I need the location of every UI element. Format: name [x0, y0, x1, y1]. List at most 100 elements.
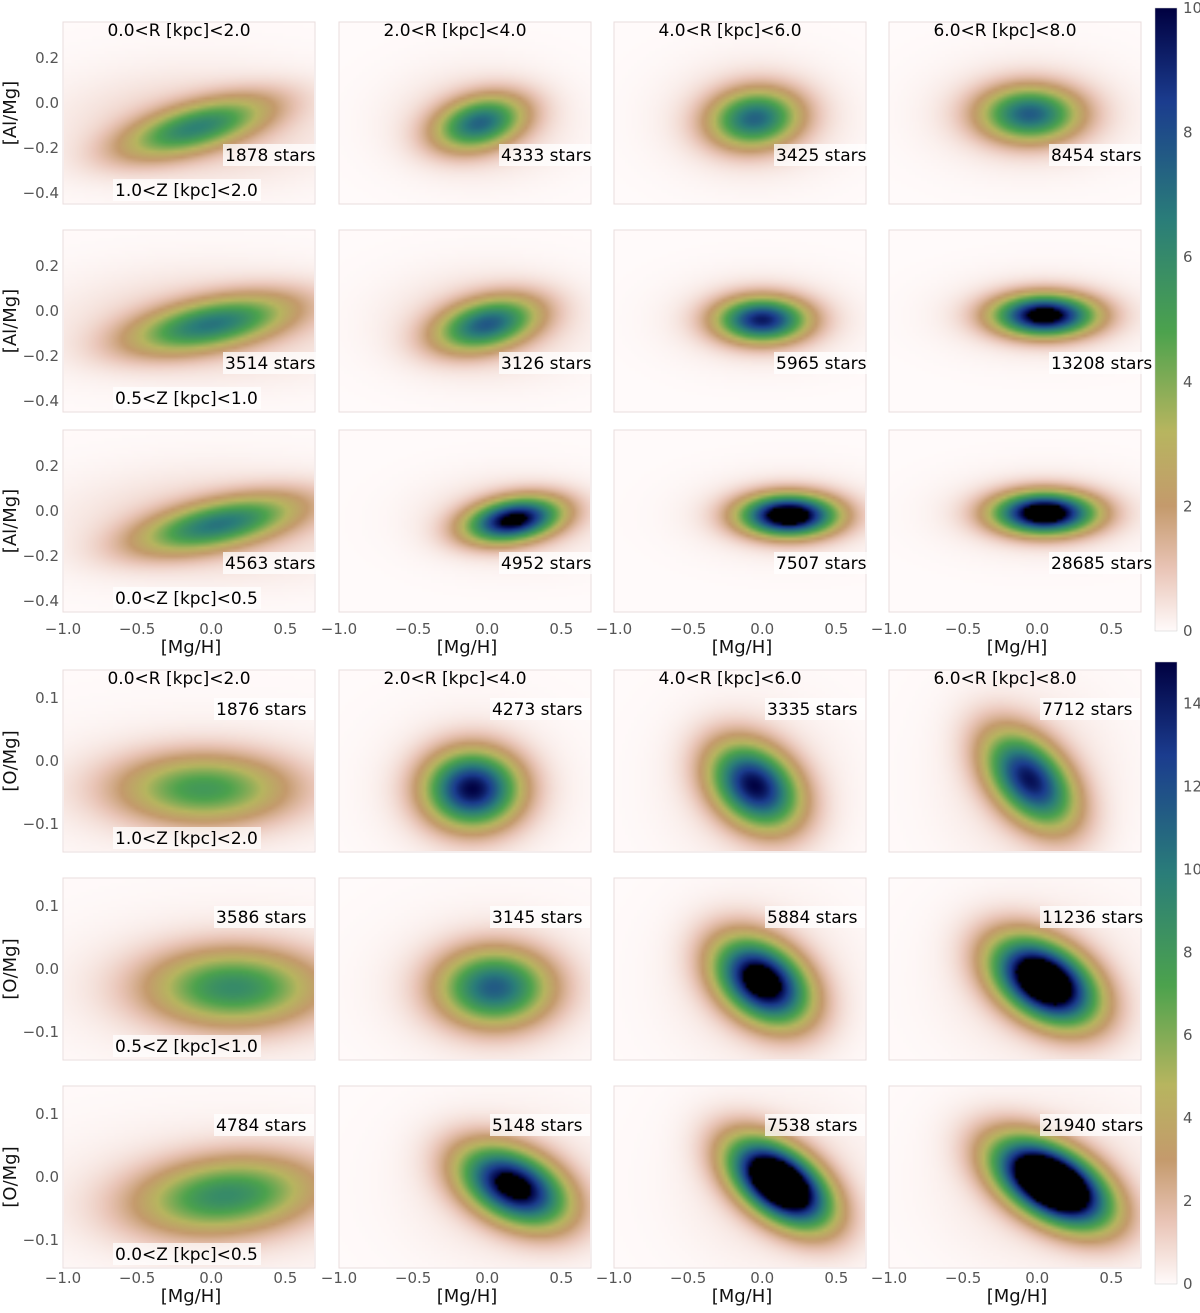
x-tick-label: −0.5 — [119, 620, 155, 638]
x-tick-label: 0.0 — [475, 1269, 499, 1287]
row-label-bg — [113, 1243, 261, 1265]
star-count-bg — [1049, 352, 1159, 374]
x-tick-label: 0.5 — [824, 1269, 848, 1287]
density-map — [615, 23, 865, 203]
row-label-bg — [113, 387, 261, 409]
x-axis-label: [Mg/H] — [437, 1286, 498, 1307]
colorbar-tick-label: 2 — [1183, 497, 1193, 515]
panel-2-1-1: 1876 stars 0.0<R [kpc]<2.0 1.0<Z [kpc]<2.0… — [0, 669, 316, 853]
row-label: 0.0<Z [kpc]<0.5 — [115, 589, 258, 609]
column-label: 4.0<R [kpc]<6.0 — [658, 21, 801, 41]
density-map — [615, 231, 865, 411]
star-count: 1876 stars — [216, 700, 307, 720]
panel-1-3-2: 4952 stars −1.0 −0.5 0.0 0.5 [Mg/H] — [321, 429, 599, 658]
star-count-bg — [1049, 144, 1149, 166]
panel-1-2-1: 3514 stars 0.5<Z [kpc]<1.0 0.2 0.0 −0.2 −0.4 [… — [0, 229, 323, 413]
panel-1-1-1: 1878 stars 0.0<R [kpc]<2.0 1.0<Z [kpc]<2.0… — [0, 21, 323, 205]
column-label: 6.0<R [kpc]<8.0 — [933, 21, 1076, 41]
panel-2-3-3: 7538 stars −1.0 −0.5 0.0 0.5 [Mg/H] — [596, 1085, 867, 1307]
star-count: 11236 stars — [1042, 908, 1143, 928]
colorbar-tick-label: 12 — [1183, 777, 1200, 795]
x-tick-label: −1.0 — [45, 1269, 81, 1287]
colorbar-1: 0 2 4 6 8 10 — [1154, 0, 1200, 640]
colorbar-tick-label: 4 — [1183, 1109, 1193, 1127]
x-tick-label: 0.0 — [750, 620, 774, 638]
panel-1-3-3: 7507 stars −1.0 −0.5 0.0 0.5 [Mg/H] — [596, 429, 874, 658]
x-tick-label: −1.0 — [321, 1269, 357, 1287]
star-count-bg — [499, 352, 599, 374]
y-tick-label: −0.2 — [23, 139, 59, 157]
star-count: 21940 stars — [1042, 1116, 1143, 1136]
panel-2-2-4: 11236 stars — [888, 877, 1150, 1061]
y-tick-label: 0.0 — [35, 302, 59, 320]
x-tick-label: 0.0 — [199, 1269, 223, 1287]
star-count-bg — [223, 352, 323, 374]
column-label: 0.0<R [kpc]<2.0 — [107, 669, 250, 689]
star-count-bg — [499, 144, 599, 166]
star-count-bg — [765, 1114, 865, 1136]
y-tick-label: 0.1 — [35, 1105, 59, 1123]
x-tick-label: 0.0 — [475, 620, 499, 638]
x-tick-label: −1.0 — [596, 1269, 632, 1287]
star-count-bg — [499, 552, 599, 574]
density-map — [890, 231, 1140, 411]
star-count: 4273 stars — [492, 700, 583, 720]
star-count-bg — [490, 1114, 590, 1136]
density-map — [64, 23, 314, 203]
star-count-bg — [1049, 552, 1159, 574]
y-axis-label: [Al/Mg] — [0, 289, 21, 353]
x-tick-label: −0.5 — [119, 1269, 155, 1287]
row-label: 0.0<Z [kpc]<0.5 — [115, 1245, 258, 1265]
panel-1-1-3: 3425 stars 4.0<R [kpc]<6.0 — [613, 21, 874, 205]
figure-block-1: 1878 stars 0.0<R [kpc]<2.0 1.0<Z [kpc]<2.0… — [0, 0, 1200, 658]
star-count: 4563 stars — [225, 554, 316, 574]
y-tick-label: 0.0 — [35, 94, 59, 112]
x-tick-label: 0.5 — [273, 1269, 297, 1287]
colorbar-tick-label: 8 — [1183, 124, 1193, 142]
star-count-bg — [774, 552, 874, 574]
x-tick-label: 0.5 — [1099, 620, 1123, 638]
colorbar-tick-label: 6 — [1183, 248, 1193, 266]
panel-2-1-2: 4273 stars 2.0<R [kpc]<4.0 — [338, 669, 592, 853]
panel-1-1-2: 4333 stars 2.0<R [kpc]<4.0 — [338, 21, 599, 205]
figure-block-2: 1876 stars 0.0<R [kpc]<2.0 1.0<Z [kpc]<2.0… — [0, 661, 1200, 1307]
x-axis-label: [Mg/H] — [161, 1286, 222, 1307]
density-map — [890, 23, 1140, 203]
x-axis-label: [Mg/H] — [712, 637, 773, 658]
x-tick-label: 0.0 — [199, 620, 223, 638]
x-tick-label: 0.0 — [1025, 620, 1049, 638]
star-count-bg — [765, 698, 865, 720]
colorbar-2: 0 2 4 6 8 10 12 14 — [1154, 661, 1200, 1293]
star-count: 13208 stars — [1051, 354, 1152, 374]
x-axis-label: [Mg/H] — [161, 637, 222, 658]
row-label-bg — [113, 587, 261, 609]
star-count: 7538 stars — [767, 1116, 858, 1136]
star-count: 5884 stars — [767, 908, 858, 928]
panel-2-1-4: 7712 stars 6.0<R [kpc]<8.0 — [888, 669, 1142, 853]
column-label: 2.0<R [kpc]<4.0 — [383, 669, 526, 689]
colorbar-tick-label: 10 — [1183, 0, 1200, 17]
x-tick-label: −0.5 — [670, 620, 706, 638]
density-map — [340, 231, 590, 411]
x-axis-label: [Mg/H] — [987, 637, 1048, 658]
colorbar-tick-label: 6 — [1183, 1026, 1193, 1044]
column-label: 4.0<R [kpc]<6.0 — [658, 669, 801, 689]
y-tick-label: 0.1 — [35, 689, 59, 707]
x-tick-label: 0.0 — [750, 1269, 774, 1287]
density-map — [64, 431, 314, 611]
star-count-bg — [490, 698, 590, 720]
panel-2-1-3: 3335 stars 4.0<R [kpc]<6.0 — [613, 669, 867, 853]
x-axis-label: [Mg/H] — [712, 1286, 773, 1307]
colorbar-tick-label: 14 — [1183, 694, 1200, 712]
y-tick-label: 0.2 — [35, 257, 59, 275]
y-axis-label: [O/Mg] — [0, 1146, 21, 1207]
x-tick-label: −1.0 — [871, 620, 907, 638]
star-count-bg — [214, 698, 314, 720]
star-count: 4333 stars — [501, 146, 592, 166]
panel-1-3-1: 4563 stars 0.0<Z [kpc]<0.5 0.2 0.0 −0.2 −0.4 [… — [0, 429, 323, 658]
star-count-bg — [1040, 698, 1140, 720]
y-tick-label: −0.1 — [23, 1231, 59, 1249]
x-tick-label: −1.0 — [871, 1269, 907, 1287]
colorbar-gradient — [1154, 661, 1178, 1285]
star-count: 4952 stars — [501, 554, 592, 574]
